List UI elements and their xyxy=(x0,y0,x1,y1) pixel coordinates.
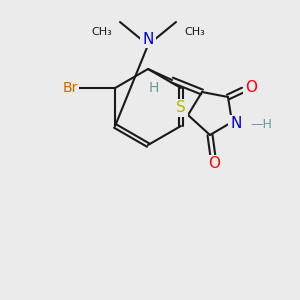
Text: O: O xyxy=(245,80,257,95)
Text: Br: Br xyxy=(62,81,78,95)
Text: CH₃: CH₃ xyxy=(91,27,112,37)
Text: S: S xyxy=(176,100,186,116)
Text: CH₃: CH₃ xyxy=(184,27,205,37)
Text: O: O xyxy=(208,157,220,172)
Text: N: N xyxy=(142,32,154,46)
Text: H: H xyxy=(149,81,159,95)
Text: N: N xyxy=(230,116,242,131)
Text: —H: —H xyxy=(250,118,272,131)
